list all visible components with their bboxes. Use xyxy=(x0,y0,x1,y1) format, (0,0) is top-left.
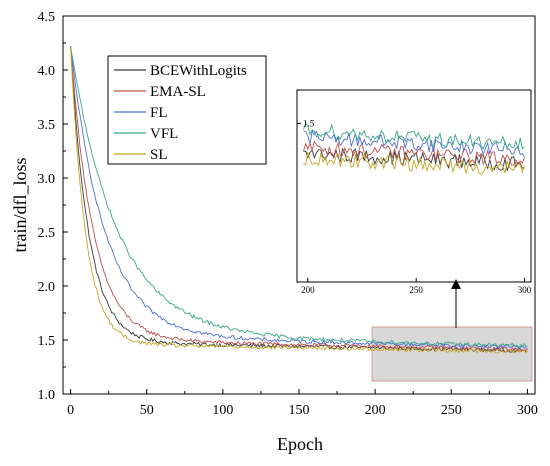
inset-frame xyxy=(296,89,532,283)
legend-label-5: SL xyxy=(150,147,168,163)
inset-series-line-bcewithlogits xyxy=(303,147,525,171)
x-tick-label: 50 xyxy=(140,403,154,418)
x-tick-label: 200 xyxy=(365,403,386,418)
y-axis-label: train/dfl_loss xyxy=(10,158,30,253)
y-tick-label: 1.5 xyxy=(38,334,56,349)
y-tick-label: 3.0 xyxy=(38,172,56,187)
inset-lines xyxy=(303,121,525,175)
inset-series-line-vfl xyxy=(303,121,525,150)
inset-x-tick-label: 200 xyxy=(301,285,315,295)
legend-label-1: BCEWithLogits xyxy=(150,63,247,79)
y-tick-label: 4.0 xyxy=(38,64,56,79)
y-tick-label: 4.5 xyxy=(38,10,56,25)
inset-ticks: 200 250 300 1.5 xyxy=(297,118,532,295)
inset-plot: 200 250 300 1.5 xyxy=(296,89,532,295)
inset-x-tick-label: 250 xyxy=(409,285,423,295)
inset-series-line-fl xyxy=(303,129,525,158)
series-line-vfl xyxy=(70,46,528,348)
legend: BCEWithLogits EMA-SL FL VFL SL xyxy=(107,55,267,165)
x-tick-label: 150 xyxy=(289,403,310,418)
zoom-region-box xyxy=(371,326,533,382)
x-tick-label: 250 xyxy=(441,403,462,418)
legend-box xyxy=(107,55,267,165)
y-tick-label: 2.0 xyxy=(38,280,56,295)
series-line-fl xyxy=(70,46,528,350)
zoom-region xyxy=(371,326,533,382)
y-axis-ticks: 1.0 1.5 2.0 2.5 3.0 3.5 4.0 4.5 xyxy=(38,10,68,403)
legend-label-3: FL xyxy=(150,105,168,121)
y-tick-label: 3.5 xyxy=(38,118,56,133)
inset-y-tick-label: 1.5 xyxy=(303,118,315,128)
y-tick-label: 1.0 xyxy=(38,388,56,403)
series-line-ema-sl xyxy=(70,46,528,352)
series-line-sl xyxy=(70,46,528,354)
zoom-arrow-icon xyxy=(451,279,461,289)
x-axis-label: Epoch xyxy=(277,434,323,454)
x-tick-label: 0 xyxy=(67,403,74,418)
main-lines xyxy=(70,46,528,354)
inset-x-tick-label: 300 xyxy=(518,285,532,295)
y-tick-label: 2.5 xyxy=(38,226,56,241)
legend-label-2: EMA-SL xyxy=(150,84,206,100)
inset-series-line-sl xyxy=(303,151,525,175)
x-tick-label: 300 xyxy=(517,403,538,418)
legend-label-4: VFL xyxy=(150,126,178,142)
x-tick-label: 100 xyxy=(212,403,233,418)
inset-series-line-ema-sl xyxy=(303,140,525,167)
x-axis-ticks: 0 50 100 150 200 250 300 xyxy=(67,389,538,418)
